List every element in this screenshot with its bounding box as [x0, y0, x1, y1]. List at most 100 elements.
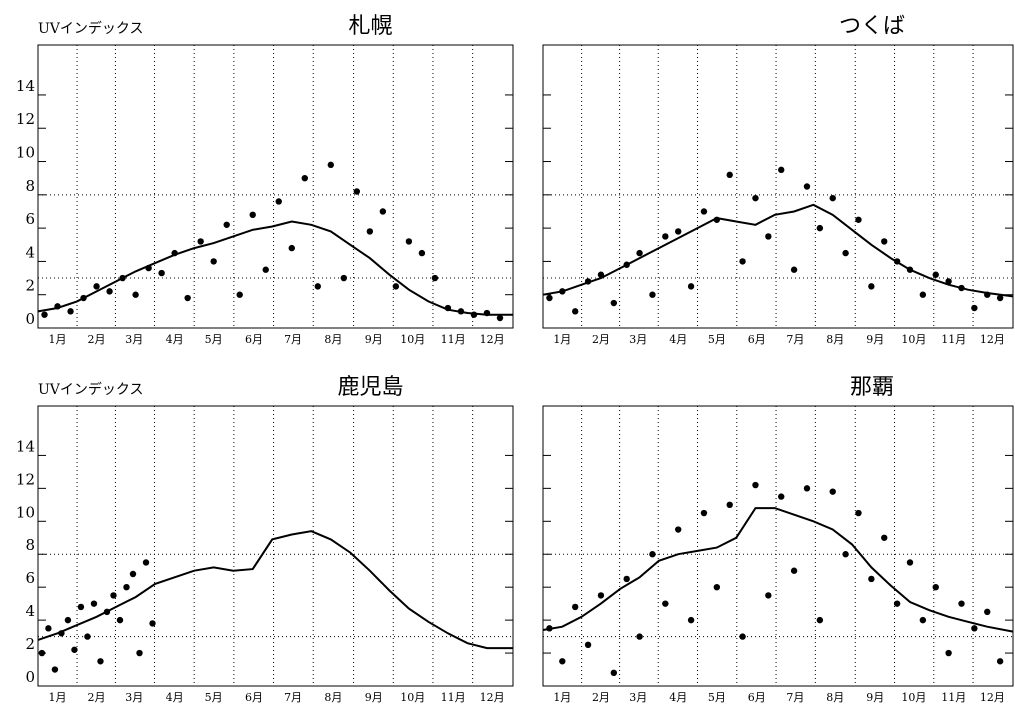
y-tick-label: 10: [16, 503, 35, 521]
data-point: [752, 481, 759, 489]
data-point: [392, 283, 400, 290]
data-point: [881, 534, 888, 541]
data-point: [571, 308, 579, 315]
data-point: [958, 600, 965, 607]
x-tick-label: 9月: [365, 691, 383, 704]
x-tick-label: 4月: [669, 333, 687, 346]
plot-frame: [37, 405, 514, 687]
chart-title: 札幌: [348, 14, 392, 39]
x-tick-label: 11月: [941, 691, 966, 704]
x-tick-label: 6月: [245, 333, 263, 346]
data-point: [945, 649, 952, 657]
data-point: [842, 249, 849, 257]
x-tick-label: 11月: [941, 333, 966, 346]
y-tick-label: 12: [16, 110, 35, 128]
data-point: [906, 559, 914, 566]
data-point: [197, 238, 204, 245]
x-tick-label: 3月: [125, 691, 143, 704]
trend-line: [37, 220, 513, 316]
x-tick-label: 10月: [400, 691, 425, 704]
x-tick-label: 1月: [553, 691, 571, 704]
x-tick-label: 3月: [629, 333, 647, 346]
data-point: [249, 211, 256, 218]
data-point: [739, 633, 746, 640]
y-tick-label: 0: [25, 310, 35, 328]
x-tick-label: 2月: [592, 333, 610, 346]
x-tick-label: 11月: [441, 691, 466, 704]
data-point: [67, 308, 74, 315]
data-point: [778, 493, 785, 500]
y-tick-label: 4: [25, 243, 35, 261]
data-point: [868, 283, 875, 290]
data-point: [687, 283, 695, 290]
y-axis-label: UVインデックス: [38, 20, 144, 37]
y-tick-label: 2: [25, 635, 35, 653]
x-tick-label: 9月: [866, 691, 884, 704]
data-point: [110, 592, 117, 599]
data-point: [97, 658, 104, 665]
data-point: [790, 266, 798, 273]
data-point: [77, 603, 85, 611]
x-tick-label: 5月: [205, 691, 223, 704]
x-tick-label: 12月: [980, 333, 1005, 346]
x-tick-label: 4月: [669, 691, 687, 704]
x-tick-label: 2月: [592, 691, 610, 704]
x-tick-label: 7月: [284, 333, 302, 346]
x-tick-label: 9月: [365, 333, 383, 346]
data-point: [893, 600, 901, 607]
data-point: [636, 249, 643, 257]
data-point: [765, 592, 772, 599]
trend-line: [37, 530, 513, 650]
data-point: [236, 291, 243, 298]
x-tick-label: 7月: [786, 691, 804, 704]
data-point: [868, 575, 875, 583]
data-point: [116, 616, 124, 624]
data-point: [106, 288, 113, 295]
data-point: [623, 575, 630, 583]
data-point: [649, 551, 656, 558]
y-tick-label: 8: [25, 536, 35, 554]
data-point: [816, 616, 824, 624]
data-point: [829, 194, 836, 202]
x-tick-label: 1月: [49, 333, 67, 346]
data-point: [803, 485, 811, 492]
data-point: [301, 174, 308, 182]
data-point: [881, 238, 888, 245]
x-tick-label: 7月: [786, 333, 804, 346]
x-tick-label: 2月: [88, 333, 106, 346]
data-point: [366, 228, 374, 235]
data-point: [610, 669, 618, 677]
x-tick-label: 10月: [400, 333, 425, 346]
x-tick-label: 8月: [324, 333, 342, 346]
x-tick-label: 2月: [88, 691, 106, 704]
data-point: [996, 658, 1004, 665]
data-point: [379, 208, 387, 215]
x-tick-label: 1月: [49, 691, 67, 704]
data-point: [571, 603, 579, 611]
x-tick-label: 6月: [748, 691, 766, 704]
plot-frame: [37, 44, 514, 329]
data-point: [675, 228, 682, 235]
x-tick-label: 12月: [980, 691, 1005, 704]
data-point: [803, 183, 811, 190]
data-point: [559, 658, 566, 665]
y-tick-label: 12: [16, 470, 35, 488]
x-tick-label: 8月: [324, 691, 342, 704]
data-point: [327, 161, 335, 169]
x-tick-label: 6月: [748, 333, 766, 346]
data-point: [855, 216, 862, 223]
data-point: [932, 271, 939, 278]
x-tick-label: 4月: [166, 333, 184, 346]
data-point: [210, 258, 217, 265]
data-point: [778, 166, 785, 174]
data-point: [687, 616, 695, 624]
data-point: [129, 570, 137, 578]
data-point: [496, 314, 504, 322]
data-point: [739, 258, 746, 265]
x-tick-label: 5月: [708, 691, 726, 704]
data-point: [123, 583, 130, 591]
x-tick-label: 1月: [553, 333, 571, 346]
data-point: [418, 249, 426, 257]
data-point: [675, 526, 682, 533]
